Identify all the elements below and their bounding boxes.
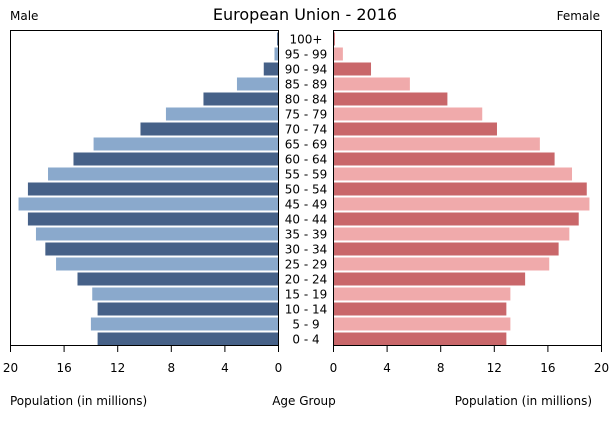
age-group-label: 70 - 74 [285, 123, 328, 137]
male-bar-50-54 [27, 182, 279, 196]
female-bar-60-64 [333, 152, 555, 166]
age-group-label: 45 - 49 [285, 198, 328, 212]
male-bar-85-89 [236, 77, 279, 91]
male-bar-10-14 [97, 302, 279, 316]
age-group-label: 95 - 99 [285, 48, 328, 62]
female-bar-25-29 [333, 257, 550, 271]
female-bar-40-44 [333, 212, 579, 226]
male-bar-45-49 [18, 197, 279, 211]
male-bar-5-9 [90, 317, 279, 331]
age-group-label: 10 - 14 [285, 303, 328, 317]
age-group-label: 75 - 79 [285, 108, 328, 122]
female-bar-90-94 [333, 62, 372, 76]
male-bar-60-64 [73, 152, 279, 166]
male-bar-15-19 [92, 287, 279, 301]
male-bar-40-44 [27, 212, 279, 226]
male-bar-90-94 [263, 62, 279, 76]
female-bar-70-74 [333, 122, 497, 136]
female-bar-20-24 [333, 272, 526, 286]
female-bar-100+ [333, 32, 335, 46]
age-group-label: 100+ [290, 33, 323, 47]
male-x-tick-label: 0 [275, 361, 283, 375]
male-bar-70-74 [140, 122, 279, 136]
x-axis-label-male: Population (in millions) [10, 394, 147, 408]
female-label: Female [557, 9, 600, 23]
age-group-label: 55 - 59 [285, 168, 328, 182]
female-bar-85-89 [333, 77, 410, 91]
age-group-label: 85 - 89 [285, 78, 328, 92]
male-bar-100+ [277, 32, 279, 46]
female-x-tick-label: 8 [437, 361, 445, 375]
male-x-tick-label: 16 [56, 361, 71, 375]
female-bar-50-54 [333, 182, 587, 196]
female-bar-30-34 [333, 242, 559, 256]
age-group-label: 25 - 29 [285, 258, 328, 272]
male-label: Male [10, 9, 38, 23]
female-bar-75-79 [333, 107, 483, 121]
male-bar-25-29 [56, 257, 279, 271]
female-x-tick-label: 16 [540, 361, 555, 375]
female-bar-5-9 [333, 317, 511, 331]
male-bar-75-79 [165, 107, 279, 121]
female-bar-15-19 [333, 287, 511, 301]
male-bar-80-84 [203, 92, 279, 106]
age-group-label: 65 - 69 [285, 138, 328, 152]
male-bar-55-59 [48, 167, 279, 181]
age-group-label: 5 - 9 [292, 318, 319, 332]
male-bar-95-99 [274, 47, 279, 61]
female-bar-35-39 [333, 227, 570, 241]
male-bar-65-69 [93, 137, 279, 151]
chart-title: European Union - 2016 [213, 5, 397, 24]
age-group-label: 50 - 54 [285, 183, 328, 197]
female-bar-0-4 [333, 332, 507, 346]
age-group-label: 80 - 84 [285, 93, 328, 107]
age-group-label: 40 - 44 [285, 213, 328, 227]
age-group-label: 30 - 34 [285, 243, 328, 257]
female-x-tick-label: 12 [487, 361, 502, 375]
female-bar-80-84 [333, 92, 448, 106]
male-bar-0-4 [97, 332, 279, 346]
male-bar-35-39 [35, 227, 279, 241]
male-x-tick-label: 12 [110, 361, 125, 375]
age-group-label: 90 - 94 [285, 63, 328, 77]
female-bar-65-69 [333, 137, 540, 151]
age-group-label: 35 - 39 [285, 228, 328, 242]
male-x-tick-label: 4 [221, 361, 229, 375]
female-plot-frame [333, 30, 602, 346]
female-x-tick-label: 4 [383, 361, 391, 375]
female-bar-95-99 [333, 47, 343, 61]
female-x-tick-label: 0 [330, 361, 338, 375]
male-plot-frame [10, 30, 279, 346]
female-bar-45-49 [333, 197, 590, 211]
female-bar-55-59 [333, 167, 573, 181]
male-x-tick-label: 8 [167, 361, 175, 375]
female-x-tick-label: 20 [594, 361, 609, 375]
male-bar-20-24 [77, 272, 279, 286]
male-x-tick-label: 20 [3, 361, 18, 375]
age-group-label: 0 - 4 [292, 333, 319, 347]
female-bar-10-14 [333, 302, 507, 316]
x-axis-label-center: Age Group [272, 394, 336, 408]
age-group-label: 15 - 19 [285, 288, 328, 302]
male-bar-30-34 [45, 242, 279, 256]
age-group-label: 20 - 24 [285, 273, 328, 287]
x-axis-label-female: Population (in millions) [455, 394, 592, 408]
age-group-label: 60 - 64 [285, 153, 328, 167]
